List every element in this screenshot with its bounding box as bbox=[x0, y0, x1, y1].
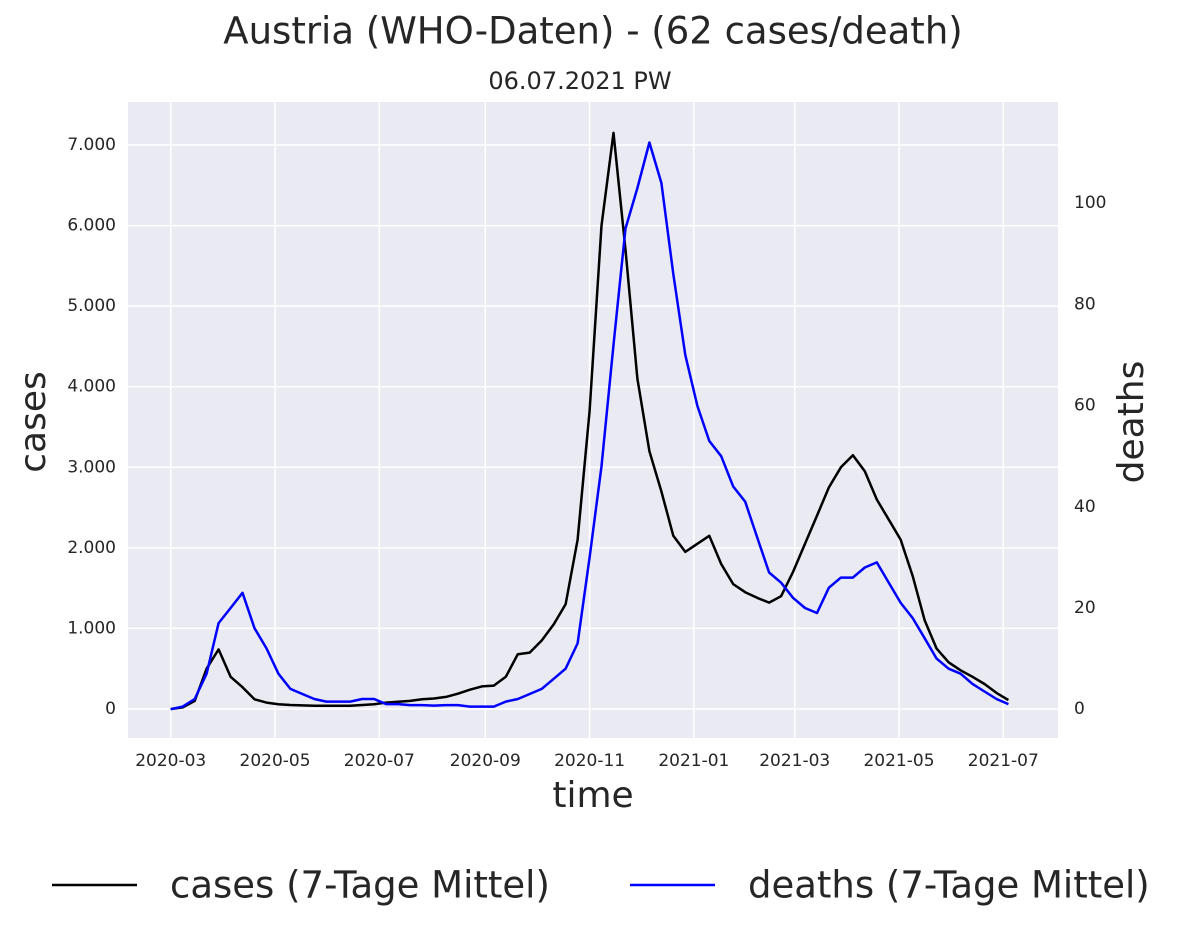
y-tick-label: 3.000 bbox=[67, 457, 116, 477]
legend-label: cases (7-Tage Mittel) bbox=[170, 864, 550, 907]
y2-tick-label: 100 bbox=[1074, 193, 1106, 213]
series-line bbox=[170, 141, 1009, 711]
series-line bbox=[170, 131, 1010, 711]
chart-title: Austria (WHO-Daten) - (62 cases/death) bbox=[223, 10, 962, 53]
x-tick-label: 2020-03 bbox=[135, 751, 206, 771]
lines bbox=[170, 131, 1010, 711]
x-tick-label: 2020-07 bbox=[344, 751, 415, 771]
y2-tick-label: 40 bbox=[1074, 497, 1096, 517]
x-tick-label: 2020-05 bbox=[240, 751, 311, 771]
x-tick-label: 2020-09 bbox=[450, 751, 521, 771]
legend-label: deaths (7-Tage Mittel) bbox=[748, 864, 1150, 907]
y-tick-label: 6.000 bbox=[67, 216, 116, 236]
y2-tick-label: 20 bbox=[1074, 598, 1096, 618]
y2-tick-label: 60 bbox=[1074, 396, 1096, 416]
x-tick-label: 2021-03 bbox=[759, 751, 830, 771]
x-tick-label: 2021-05 bbox=[863, 751, 934, 771]
y-tick-label: 4.000 bbox=[67, 377, 116, 397]
y2-tick-label: 0 bbox=[1074, 699, 1085, 719]
chart-subtitle: 06.07.2021 PW bbox=[488, 67, 671, 95]
y2-axis-label: deaths bbox=[1111, 361, 1152, 484]
y-axis-label: cases bbox=[13, 371, 54, 473]
x-tick-label: 2020-11 bbox=[554, 751, 625, 771]
y-tick-label: 0 bbox=[105, 699, 116, 719]
y-tick-label: 5.000 bbox=[67, 296, 116, 316]
x-axis-label: time bbox=[552, 775, 633, 816]
plot-area bbox=[128, 102, 1058, 738]
y2-tick-label: 80 bbox=[1074, 294, 1096, 314]
x-tick-label: 2021-07 bbox=[968, 751, 1039, 771]
y-tick-label: 2.000 bbox=[67, 538, 116, 558]
x-tick-label: 2021-01 bbox=[658, 751, 729, 771]
y-tick-label: 1.000 bbox=[67, 618, 116, 638]
y-tick-label: 7.000 bbox=[67, 135, 116, 155]
